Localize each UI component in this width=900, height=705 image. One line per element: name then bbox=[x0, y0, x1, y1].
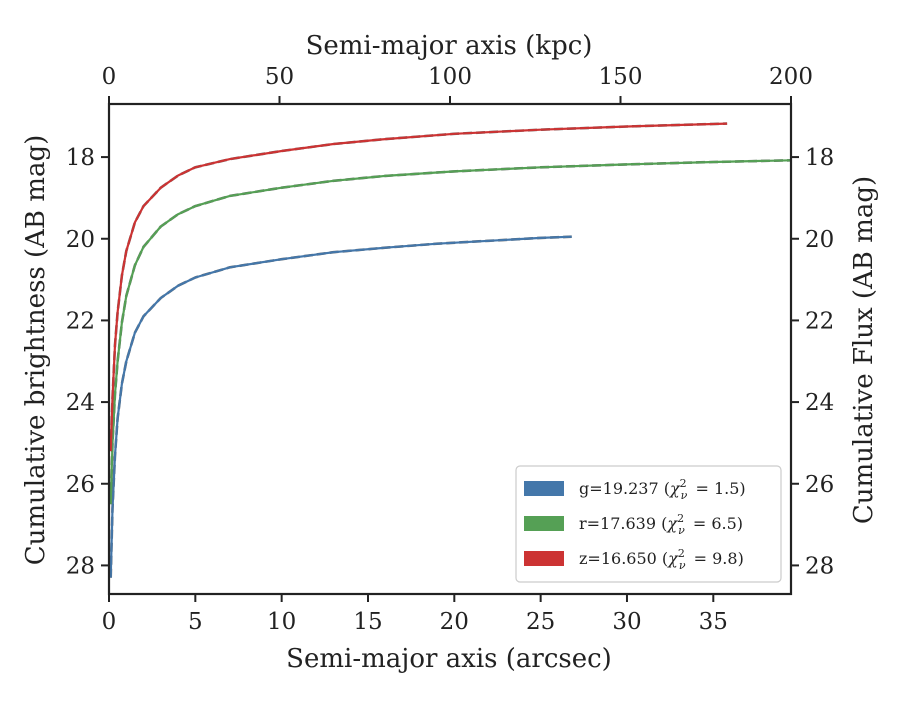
series-r-line bbox=[109, 159, 792, 505]
y-left-tick-label: 22 bbox=[66, 308, 95, 334]
y-left-tick-label: 28 bbox=[66, 553, 95, 579]
legend-label-z: z=16.650 (χ2 ν = 9.8) bbox=[579, 547, 744, 572]
y-axis-title-right: Cumulative Flux (AB mag) bbox=[849, 176, 879, 524]
x-top-tick-label: 100 bbox=[428, 64, 472, 90]
y-left-tick-label: 24 bbox=[66, 390, 95, 416]
x-top-tick-label: 0 bbox=[102, 64, 117, 90]
x-bottom-tick-label: 25 bbox=[526, 609, 555, 635]
legend: g=19.237 (χ2 ν = 1.5) r=17.639 (χ2 ν = 6.5)… bbox=[515, 465, 782, 583]
y-right-tick-label: 18 bbox=[805, 145, 834, 171]
x-bottom-tick-label: 35 bbox=[699, 609, 728, 635]
series-g-model-line bbox=[109, 235, 572, 578]
y-left-tick-label: 26 bbox=[66, 472, 95, 498]
x-bottom-tick-label: 0 bbox=[102, 609, 117, 635]
x-bottom-tick-label: 15 bbox=[353, 609, 382, 635]
x-top-tick-label: 200 bbox=[769, 64, 813, 90]
legend-label-g: g=19.237 (χ2 ν = 1.5) bbox=[579, 477, 746, 502]
x-bottom-tick-label: 20 bbox=[440, 609, 469, 635]
x-bottom-tick-label: 10 bbox=[267, 609, 296, 635]
ticks-layer: 0 5 10 15 20 25 30 35 0 50 100 150 200 18 18 20 20 22 22 24… bbox=[66, 64, 835, 635]
curves-layer bbox=[109, 122, 792, 578]
legend-label-r: r=17.639 (χ2 ν = 6.5) bbox=[579, 512, 743, 537]
legend-swatch-g bbox=[524, 481, 564, 496]
y-axis-title-left: Cumulative brightness (AB mag) bbox=[21, 135, 51, 566]
x-axis-title-top: Semi-major axis (kpc) bbox=[306, 31, 593, 61]
x-top-tick-label: 150 bbox=[599, 64, 643, 90]
x-bottom-tick-label: 5 bbox=[188, 609, 203, 635]
legend-swatch-r bbox=[524, 516, 564, 531]
series-z-line bbox=[109, 122, 728, 452]
y-left-tick-label: 18 bbox=[66, 145, 95, 171]
series-r-model-line bbox=[109, 159, 792, 505]
x-top-tick-label: 50 bbox=[265, 64, 294, 90]
x-axis-title-bottom: Semi-major axis (arcsec) bbox=[286, 644, 612, 674]
legend-swatch-z bbox=[524, 551, 564, 566]
y-right-tick-label: 20 bbox=[805, 227, 834, 253]
x-bottom-tick-label: 30 bbox=[612, 609, 641, 635]
y-right-tick-label: 26 bbox=[805, 472, 834, 498]
legend-box bbox=[515, 465, 782, 583]
y-right-tick-label: 28 bbox=[805, 553, 834, 579]
y-right-tick-label: 22 bbox=[805, 308, 834, 334]
y-right-tick-label: 24 bbox=[805, 390, 834, 416]
series-g-line bbox=[109, 235, 572, 578]
y-left-tick-label: 20 bbox=[66, 227, 95, 253]
